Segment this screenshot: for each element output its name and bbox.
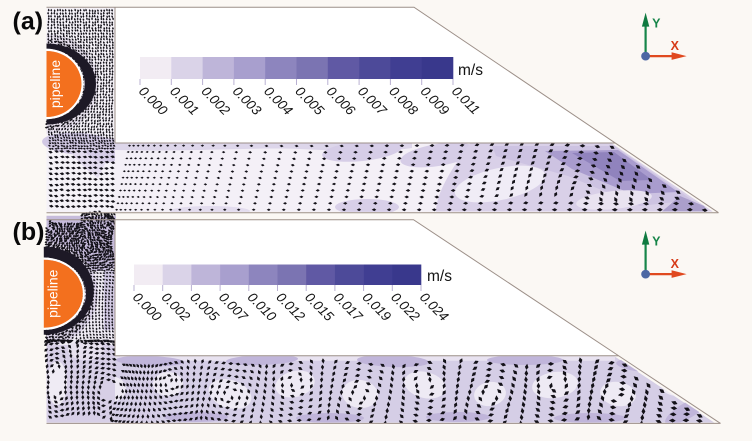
svg-text:pipeline: pipeline [47, 60, 63, 108]
svg-text:Y: Y [652, 235, 661, 249]
svg-text:(b): (b) [13, 218, 45, 246]
svg-text:X: X [671, 39, 680, 53]
svg-text:m/s: m/s [458, 62, 483, 79]
svg-text:m/s: m/s [427, 268, 452, 285]
svg-text:(a): (a) [13, 8, 44, 36]
svg-text:pipeline: pipeline [45, 269, 61, 317]
svg-text:Y: Y [652, 17, 661, 31]
svg-text:X: X [671, 257, 680, 271]
